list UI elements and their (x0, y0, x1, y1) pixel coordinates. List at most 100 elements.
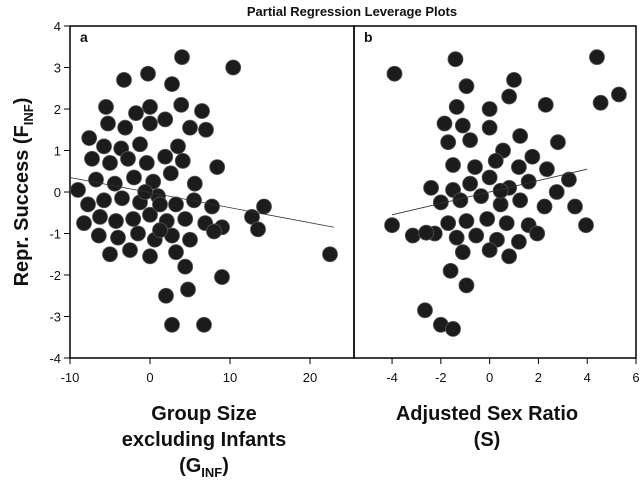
data-point (445, 157, 461, 173)
y-tick-label: 2 (54, 102, 61, 117)
panel-label: b (364, 29, 373, 45)
data-point (440, 134, 457, 151)
x-tick-label: -4 (386, 370, 398, 385)
data-point (168, 244, 184, 261)
data-point (142, 248, 158, 265)
data-point (468, 227, 485, 244)
data-point (81, 130, 98, 146)
chart-title: Partial Regression Leverage Plots (247, 4, 457, 19)
data-point (256, 198, 272, 215)
data-point (100, 115, 116, 132)
data-point (536, 198, 553, 215)
data-point (170, 138, 186, 155)
data-point (520, 173, 537, 190)
fit-line (391, 168, 588, 216)
data-point (177, 258, 194, 275)
data-point (180, 281, 196, 298)
data-point (117, 119, 134, 136)
data-point (88, 171, 104, 188)
data-point (164, 316, 180, 333)
data-point (445, 321, 461, 337)
data-point (182, 231, 198, 248)
data-point (589, 49, 605, 66)
data-point (98, 99, 114, 115)
x-tick-label: 10 (223, 370, 237, 385)
data-point (186, 192, 202, 209)
x-tick-label: 0 (486, 370, 493, 385)
data-point (120, 150, 136, 167)
data-point (102, 155, 118, 171)
data-point (209, 159, 226, 176)
data-point (142, 99, 158, 115)
data-point (126, 169, 142, 186)
data-point (440, 215, 457, 232)
data-point (158, 287, 174, 304)
data-point (454, 244, 471, 261)
data-point (80, 196, 96, 213)
data-point (96, 138, 112, 155)
data-point (501, 88, 518, 105)
data-point (481, 101, 498, 117)
data-point (140, 65, 156, 82)
y-tick-label: -4 (49, 351, 61, 366)
data-point (462, 175, 479, 192)
data-point (567, 198, 583, 215)
data-point (92, 208, 108, 225)
x-tick-label: -2 (435, 370, 447, 385)
data-point (458, 78, 475, 95)
data-point (511, 233, 527, 250)
data-point (174, 49, 190, 66)
data-point (177, 211, 194, 227)
label-text: Repr. Success (F (11, 125, 33, 286)
data-point (322, 246, 338, 263)
label-subscript: INF (21, 104, 36, 125)
data-point (481, 169, 498, 186)
data-point (481, 119, 498, 136)
data-point (70, 182, 86, 198)
data-point (132, 136, 148, 153)
data-point (108, 213, 124, 229)
data-point (448, 99, 465, 115)
data-point (225, 59, 242, 76)
plot-frame (353, 25, 637, 359)
data-point (481, 242, 498, 259)
data-point (196, 316, 212, 333)
label-subscript: INF (201, 465, 222, 480)
label-text: (G (179, 455, 201, 477)
data-point (537, 96, 554, 113)
x-axis-label: excluding Infants (122, 429, 286, 451)
data-point (512, 192, 529, 209)
data-point (386, 65, 403, 82)
data-point (524, 148, 541, 165)
data-point (173, 96, 190, 113)
data-point (550, 134, 566, 151)
x-axis-label: (S) (474, 429, 501, 451)
data-point (102, 246, 118, 263)
x-tick-label: -10 (61, 370, 80, 385)
x-tick-label: 4 (584, 370, 591, 385)
data-point (506, 72, 522, 88)
data-point (122, 242, 138, 259)
label-text: ) (11, 98, 33, 105)
data-point (114, 190, 130, 207)
data-point (76, 215, 92, 232)
data-point (423, 179, 439, 196)
data-point (467, 159, 483, 176)
data-point (194, 103, 210, 119)
data-point (462, 132, 479, 149)
data-point (479, 211, 496, 227)
data-point (157, 111, 174, 128)
data-point (511, 159, 527, 176)
data-point (417, 302, 433, 319)
y-tick-label: -3 (49, 310, 61, 325)
data-point (458, 277, 475, 294)
data-point (90, 227, 107, 244)
data-point (512, 128, 529, 144)
data-point (432, 194, 449, 211)
data-point (448, 229, 465, 246)
y-tick-label: 1 (54, 144, 61, 159)
axis-label: Repr. Success (FINF) (11, 98, 36, 287)
data-point (436, 115, 453, 132)
data-point (182, 119, 198, 136)
x-tick-label: 0 (146, 370, 153, 385)
